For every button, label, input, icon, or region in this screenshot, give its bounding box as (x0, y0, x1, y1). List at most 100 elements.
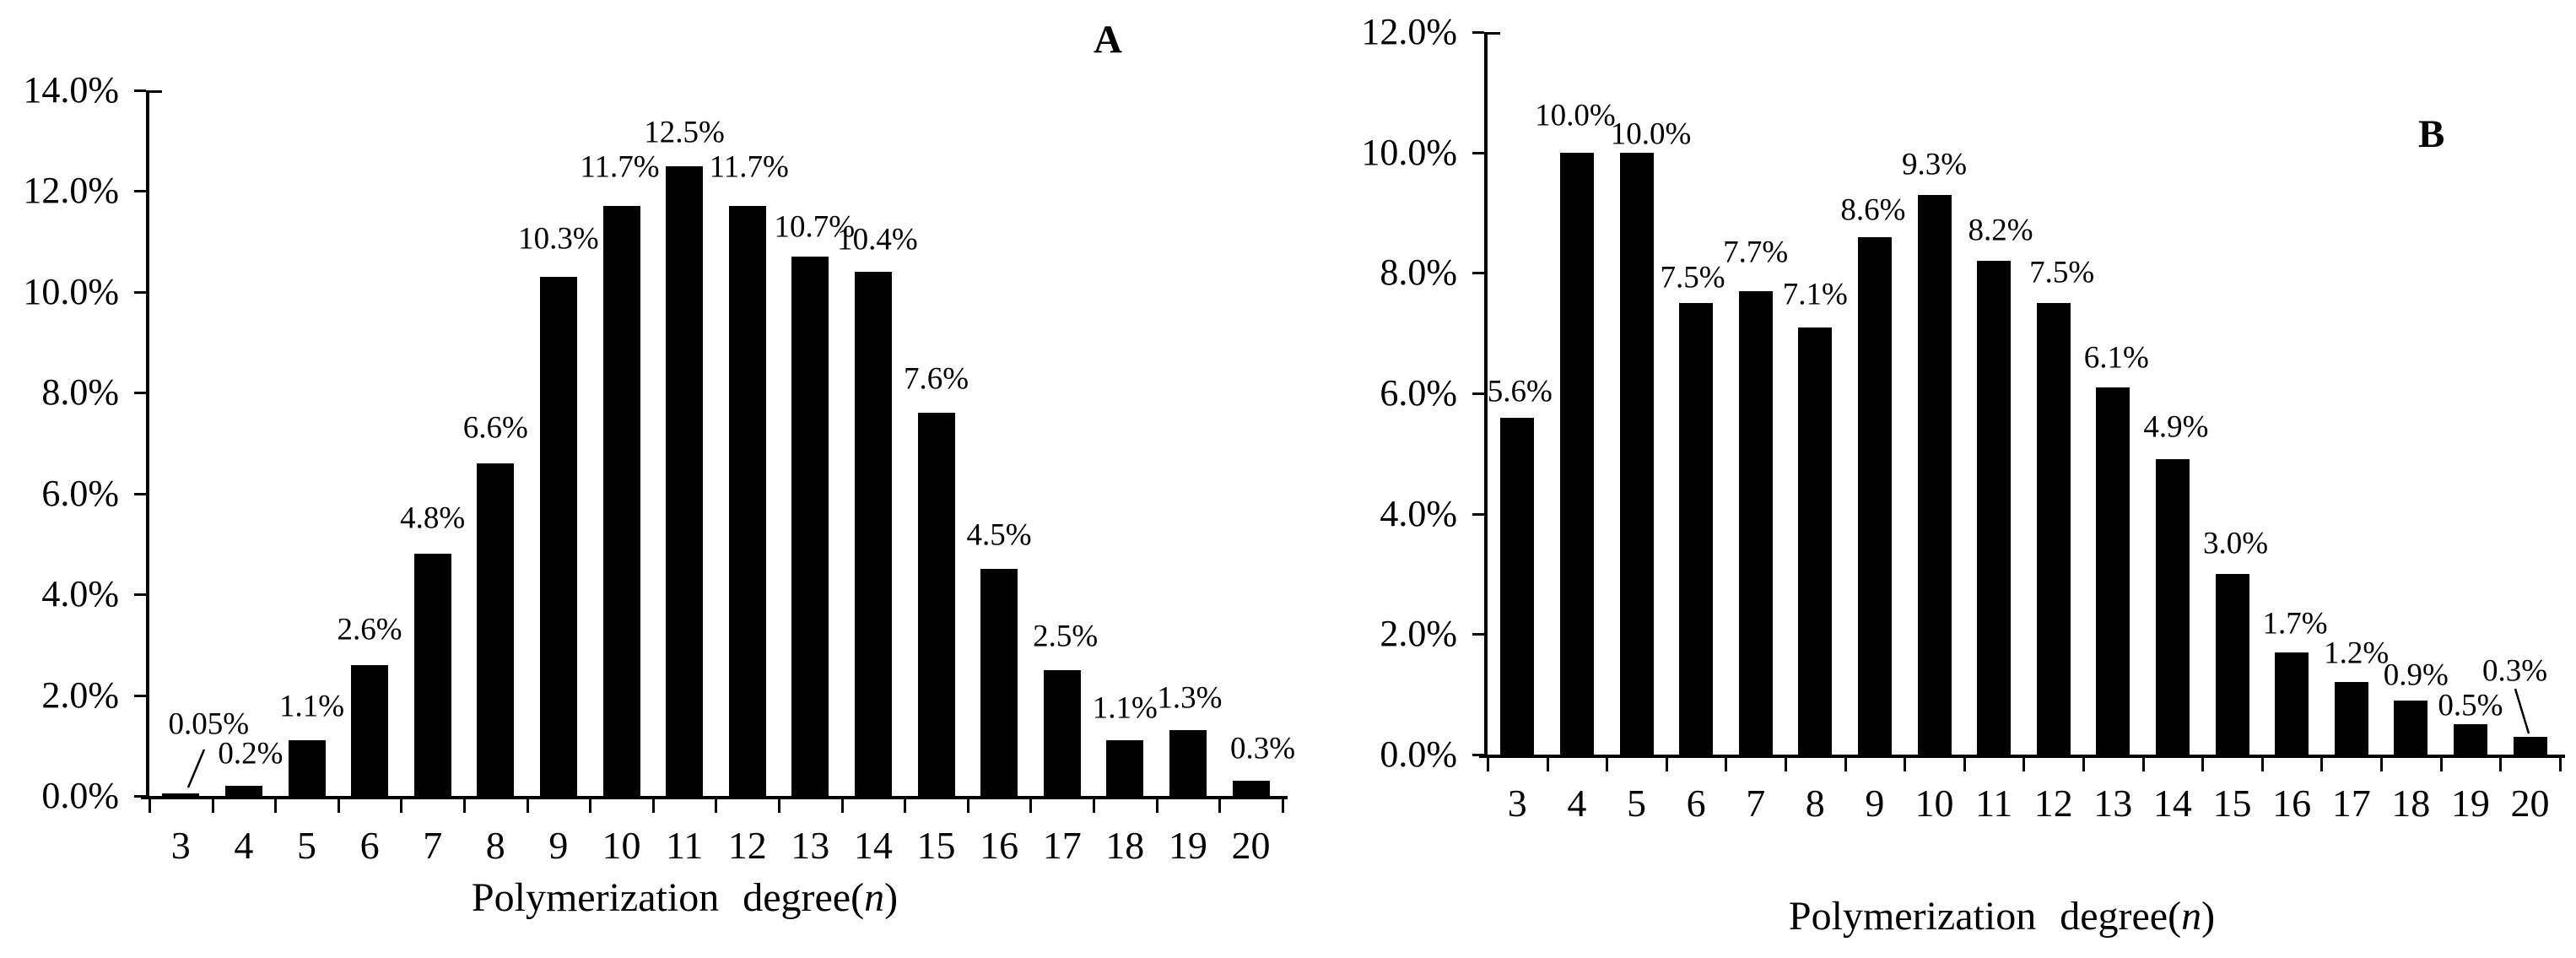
y-tick (1472, 754, 1484, 756)
y-tick (1472, 151, 1484, 154)
bar (1798, 327, 1833, 755)
x-tick (1093, 799, 1095, 813)
x-tick-label: 12 (2033, 782, 2073, 825)
x-tick-label: 8 (485, 824, 505, 867)
x-tick-label: 4 (1567, 782, 1587, 825)
bar (1619, 153, 1654, 755)
x-tick-label: 5 (1627, 782, 1646, 825)
bar-value-label: 0.9% (2383, 658, 2449, 693)
bar-value-label: 8.2% (1968, 213, 2033, 248)
y-tick-label: 6.0% (1380, 372, 1457, 414)
bar-value-label: 7.7% (1723, 235, 1789, 270)
x-tick (1029, 799, 1033, 813)
bar-value-label: 9.3% (1901, 147, 1968, 182)
y-tick (134, 89, 146, 92)
x-tick-label: 9 (1865, 782, 1885, 825)
x-axis-title-text: Polymerization degree( (1788, 894, 2182, 939)
x-axis-title-a: Polymerization degree(n) (118, 874, 1251, 921)
y-tick-label: 8.0% (1380, 252, 1457, 294)
bar-value-label: 10.7% (774, 209, 856, 245)
x-tick (1155, 799, 1158, 813)
bar-value-label: 10.0% (1535, 98, 1616, 133)
bar-value-label: 6.1% (2083, 340, 2149, 376)
y-tick-label: 4.0% (1380, 492, 1457, 534)
x-tick (1281, 799, 1284, 813)
bar-value-label: 10.4% (837, 222, 918, 257)
leader-line (186, 749, 206, 788)
x-tick (2439, 758, 2443, 771)
y-tick-label: 8.0% (41, 371, 119, 414)
x-axis-title-close: ) (2201, 894, 2216, 939)
x-tick-label: 20 (2510, 782, 2550, 825)
y-tick (1472, 272, 1484, 275)
bar (2334, 682, 2368, 755)
bar-value-label: 0.5% (2438, 688, 2503, 723)
x-tick (1487, 758, 1489, 771)
x-tick (1844, 758, 1847, 771)
y-tick-label: 2.0% (1380, 613, 1457, 655)
x-tick (589, 799, 592, 813)
bar (2096, 387, 2130, 755)
x-axis-line (1479, 755, 2565, 758)
y-tick-label: 12.0% (23, 170, 119, 212)
y-tick (134, 290, 146, 294)
bar (791, 257, 829, 796)
x-tick (966, 799, 969, 813)
x-tick-label: 7 (423, 824, 443, 867)
bar (1679, 303, 1714, 755)
bar (1857, 237, 1892, 755)
y-tick-label: 10.0% (1361, 131, 1457, 173)
x-tick-label: 9 (548, 824, 569, 867)
bar-value-label: 0.3% (2481, 653, 2548, 689)
bar-value-label: 0.3% (1229, 731, 1296, 766)
bar-value-label: 10.3% (518, 221, 599, 257)
y-tick (1472, 633, 1484, 636)
chart-b: B Polymerization degree(n) 0.0% 2.0% 4.0% 6… (1316, 0, 2576, 958)
bar (539, 277, 577, 796)
x-axis-line (141, 796, 1288, 799)
bar-value-label: 2.5% (1033, 619, 1099, 654)
bar (1977, 261, 2012, 755)
bar-value-label: 8.6% (1840, 192, 1906, 228)
y-tick-label: 14.0% (23, 69, 119, 111)
x-tick-label: 8 (1805, 782, 1825, 825)
panel-label-b: B (2418, 112, 2445, 156)
x-tick-label: 15 (2212, 782, 2252, 825)
x-tick-label: 19 (2450, 782, 2490, 825)
x-tick (840, 799, 844, 813)
y-tick-label: 6.0% (41, 472, 119, 514)
bar-value-label: 10.0% (1610, 116, 1692, 152)
x-tick (2558, 758, 2562, 771)
x-tick (337, 799, 340, 813)
x-tick-label: 10 (1914, 782, 1954, 825)
bar (477, 463, 515, 796)
bar (917, 413, 955, 796)
y-tick (134, 795, 146, 798)
bar-value-label: 12.5% (644, 115, 725, 150)
bar-value-label: 1.2% (2324, 636, 2390, 671)
x-tick-label: 20 (1231, 824, 1271, 867)
x-tick-label: 3 (1507, 782, 1527, 825)
leader-line (2514, 688, 2530, 734)
bar-value-label: 3.0% (2202, 526, 2269, 561)
bar-value-label: 7.1% (1782, 277, 1848, 312)
x-tick (1963, 758, 1966, 771)
x-axis-title-text: Polymerization degree( (471, 875, 865, 920)
bar-value-label: 0.2% (218, 736, 284, 771)
y-tick (1472, 512, 1484, 516)
y-tick (134, 190, 146, 193)
bar (2275, 652, 2309, 755)
x-tick (2141, 758, 2145, 771)
x-tick (1546, 758, 1549, 771)
x-tick (2320, 758, 2324, 771)
x-tick (400, 799, 403, 813)
bar (2215, 574, 2249, 755)
bar (1500, 418, 1535, 755)
y-axis-cap-tick (149, 90, 162, 93)
x-tick (149, 799, 151, 813)
x-tick-label: 11 (1974, 782, 2013, 825)
bar-value-label: 7.5% (1660, 260, 1725, 295)
bar (162, 793, 200, 796)
chart-a: A Polymerization degree(n) 0.0% 2.0% 4.0% 6… (23, 20, 1296, 921)
y-tick-label: 0.0% (41, 775, 119, 816)
